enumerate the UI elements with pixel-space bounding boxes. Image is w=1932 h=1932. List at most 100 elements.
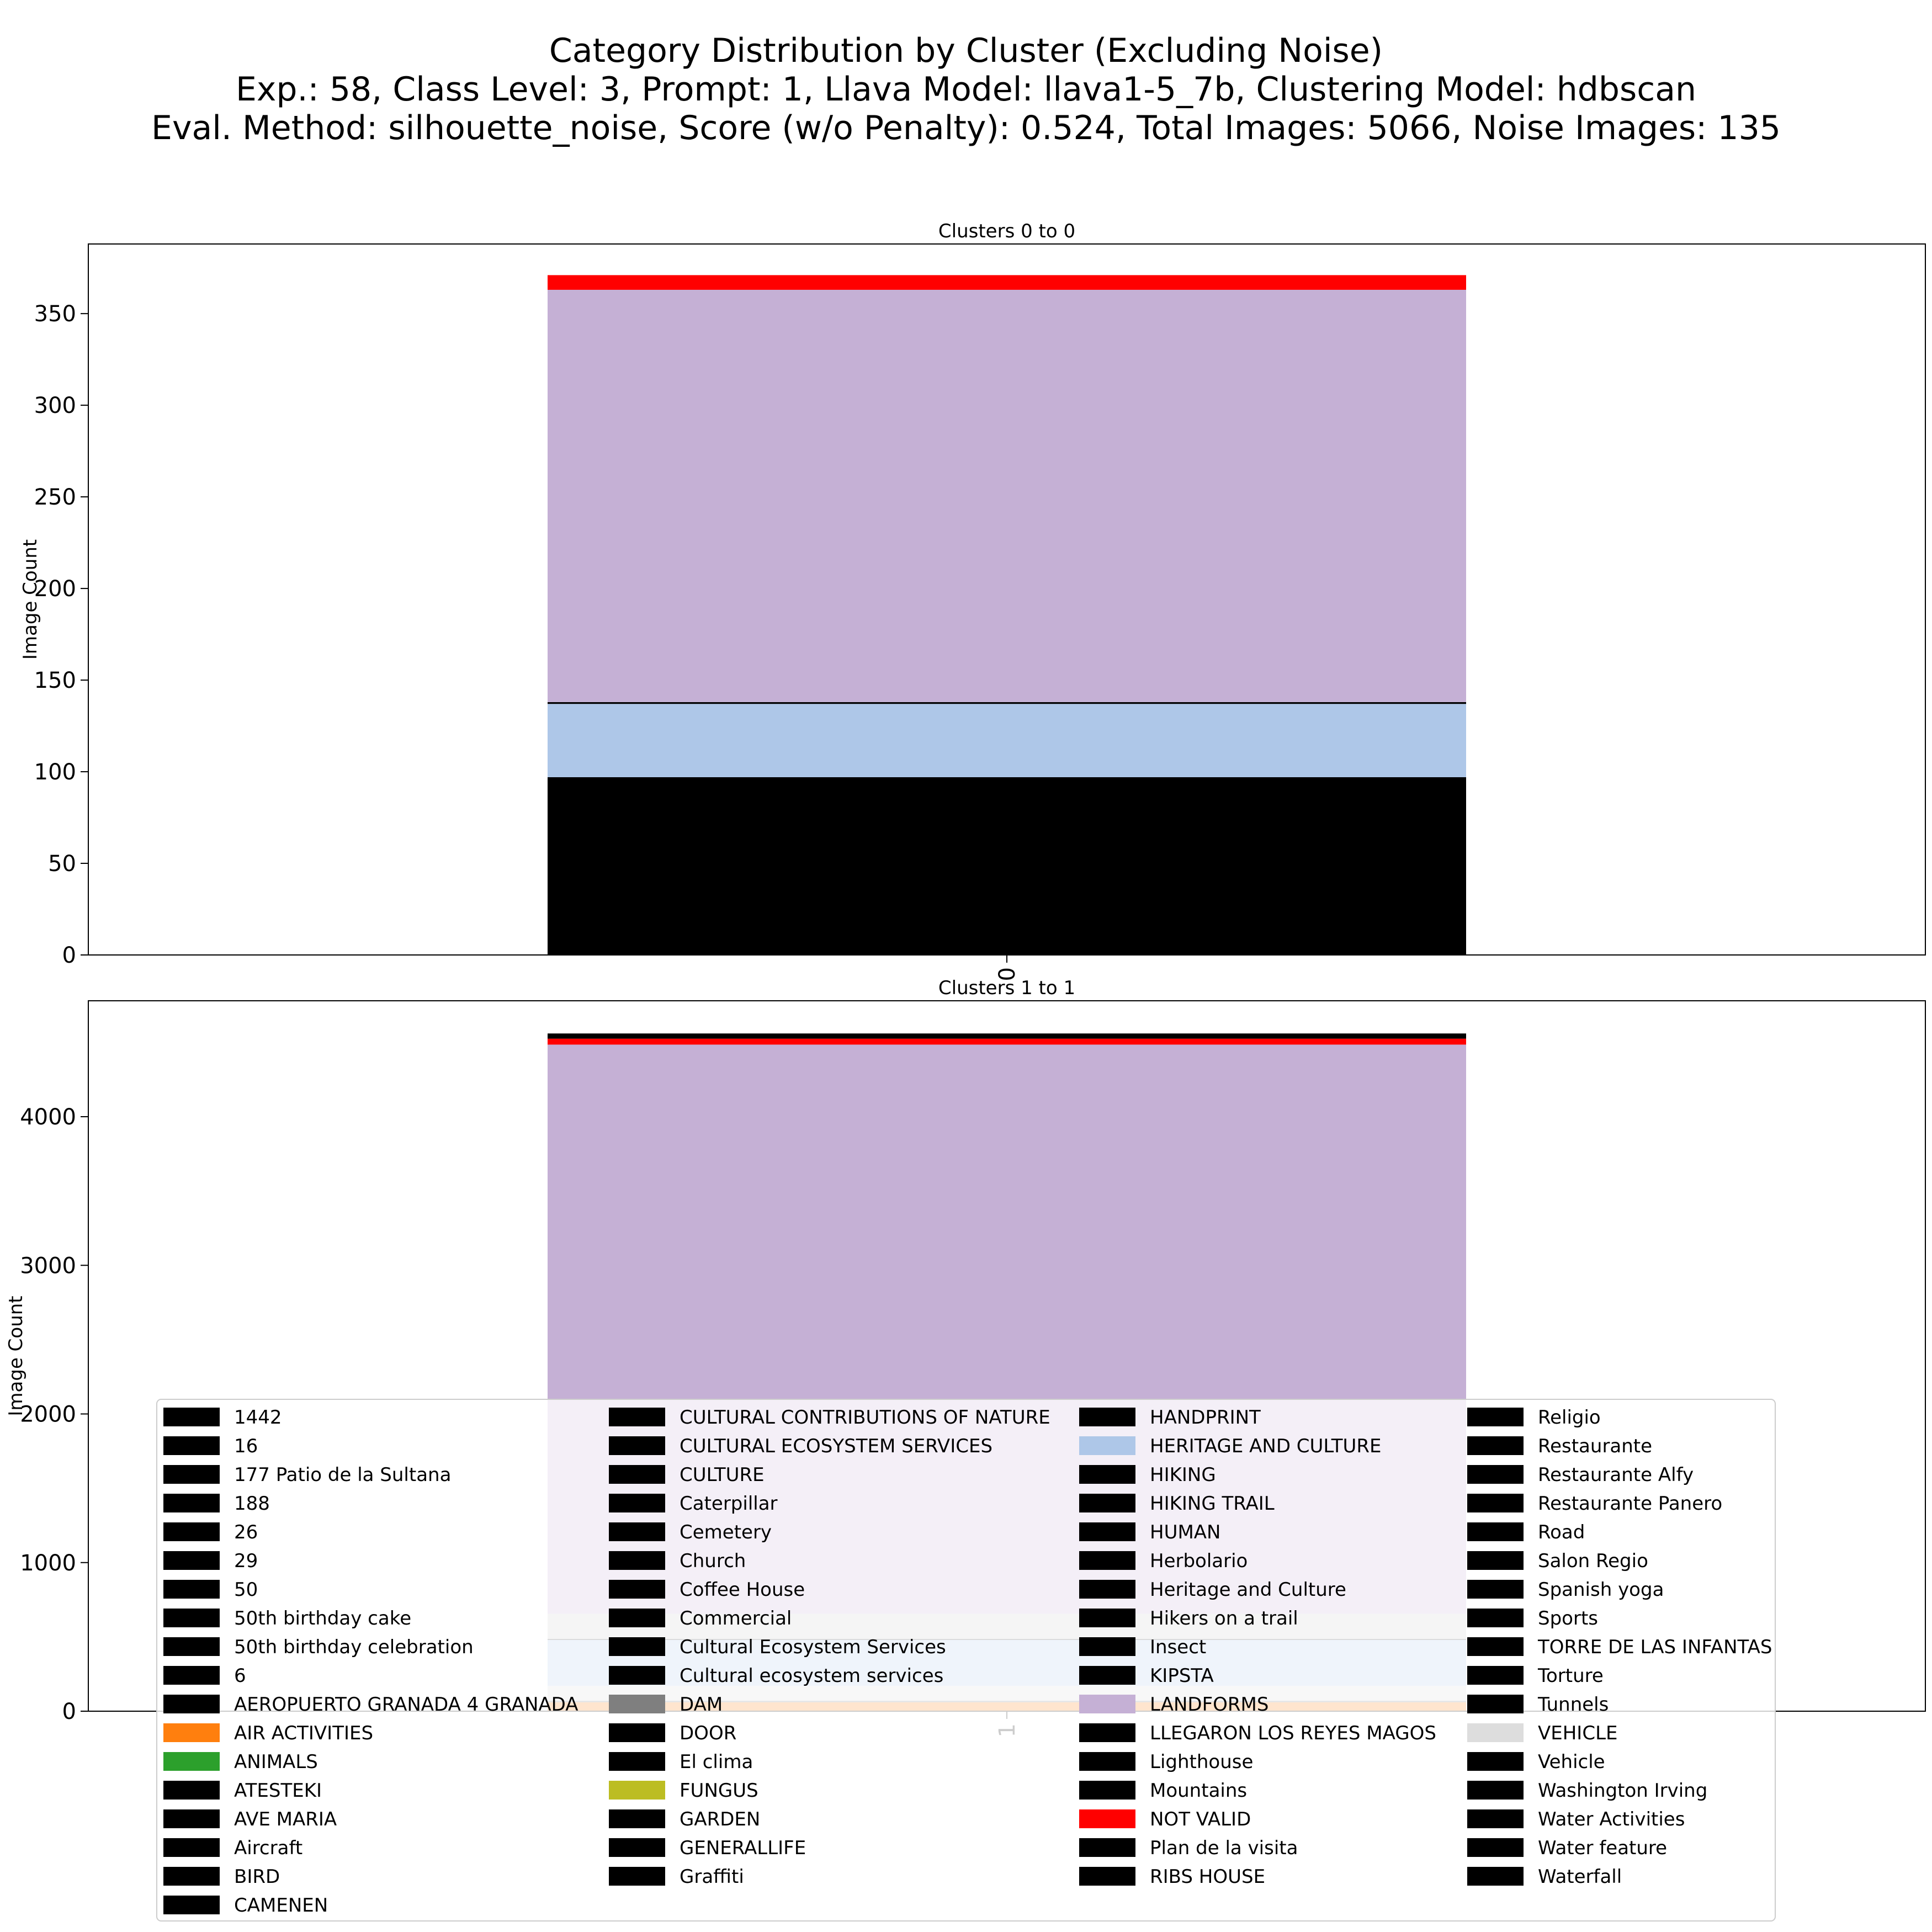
legend-swatch (1079, 1408, 1135, 1426)
legend-label: Restaurante Alfy (1538, 1464, 1694, 1486)
y-tick-label: 350 (34, 301, 76, 327)
legend-label: AEROPUERTO GRANADA 4 GRANADA (234, 1694, 578, 1716)
legend-entry: Lighthouse (1079, 1751, 1253, 1773)
legend-swatch (609, 1695, 665, 1713)
legend-entry: DOOR (609, 1722, 736, 1744)
legend-swatch (1467, 1781, 1524, 1800)
legend-swatch (163, 1752, 220, 1771)
legend-label: Commercial (680, 1607, 792, 1630)
legend-label: 26 (234, 1521, 258, 1543)
legend-swatch (1079, 1838, 1135, 1857)
y-tick-label: 2000 (20, 1402, 76, 1427)
legend-entry: 50th birthday cake (163, 1607, 411, 1630)
legend-entry: Religio (1467, 1406, 1601, 1429)
legend-entry: Sports (1467, 1607, 1598, 1630)
legend-swatch (1467, 1695, 1524, 1713)
y-tick-label: 3000 (20, 1253, 76, 1278)
legend-entry: Coffee House (609, 1579, 805, 1601)
legend-label: 188 (234, 1493, 270, 1515)
x-tick-label: 0 (995, 967, 1020, 981)
legend-label: 1442 (234, 1406, 282, 1429)
legend-entry: Torture (1467, 1665, 1604, 1687)
legend-entry: El clima (609, 1751, 753, 1773)
y-tick-label: 0 (62, 943, 76, 968)
legend-entry: Cemetery (609, 1521, 772, 1543)
legend-entry: Hikers on a trail (1079, 1607, 1298, 1630)
legend-entry: 26 (163, 1521, 258, 1543)
legend-entry: LLEGARON LOS REYES MAGOS (1079, 1722, 1436, 1744)
legend-label: Heritage and Culture (1150, 1579, 1346, 1601)
legend-entry: AIR ACTIVITIES (163, 1722, 373, 1744)
legend-label: Aircraft (234, 1837, 302, 1859)
bar-segment-landforms (548, 289, 1466, 702)
legend-swatch (1467, 1408, 1524, 1426)
legend-swatch (609, 1465, 665, 1484)
legend-entry: Spanish yoga (1467, 1579, 1664, 1601)
legend-label: 50th birthday cake (234, 1607, 411, 1630)
legend-label: GENERALLIFE (680, 1837, 806, 1859)
legend-swatch (609, 1666, 665, 1685)
legend-label: 6 (234, 1665, 246, 1687)
legend-swatch (1467, 1867, 1524, 1886)
y-tick-label: 100 (34, 760, 76, 785)
legend-label: Vehicle (1538, 1751, 1605, 1773)
legend-label: 50th birthday celebration (234, 1636, 474, 1658)
legend-swatch (609, 1637, 665, 1656)
legend-entry: Commercial (609, 1607, 792, 1630)
legend-entry: 16 (163, 1435, 258, 1457)
legend-entry: HIKING TRAIL (1079, 1493, 1275, 1515)
legend-swatch (1467, 1551, 1524, 1570)
legend-swatch (609, 1781, 665, 1800)
legend-label: El clima (680, 1751, 753, 1773)
legend-label: Insect (1150, 1636, 1206, 1658)
legend-swatch (609, 1580, 665, 1599)
y-tick-label: 250 (34, 485, 76, 510)
legend-label: NOT VALID (1150, 1808, 1251, 1830)
legend-swatch (163, 1551, 220, 1570)
legend-label: FUNGUS (680, 1780, 758, 1802)
legend-swatch (1079, 1494, 1135, 1512)
legend-entry: HANDPRINT (1079, 1406, 1261, 1429)
legend-entry: Graffiti (609, 1866, 744, 1888)
legend-swatch (163, 1781, 220, 1800)
legend-swatch (163, 1666, 220, 1685)
legend-label: Restaurante (1538, 1435, 1652, 1457)
legend-entry: NOT VALID (1079, 1808, 1251, 1830)
legend-swatch (163, 1809, 220, 1828)
legend-swatch (609, 1838, 665, 1857)
legend-label: AVE MARIA (234, 1808, 337, 1830)
legend-label: HIKING (1150, 1464, 1216, 1486)
legend-entry: Salon Regio (1467, 1550, 1648, 1572)
legend-entry: BIRD (163, 1866, 280, 1888)
legend-swatch (609, 1436, 665, 1455)
legend-box (156, 1399, 1776, 1922)
legend-label: CAMENEN (234, 1894, 328, 1917)
bar-segment-heritage-and-culture (548, 704, 1466, 777)
legend-label: GARDEN (680, 1808, 760, 1830)
legend-label: Cultural ecosystem services (680, 1665, 943, 1687)
legend-label: Water feature (1538, 1837, 1667, 1859)
legend-entry: 1442 (163, 1406, 282, 1429)
legend-label: Spanish yoga (1538, 1579, 1664, 1601)
legend-swatch (163, 1436, 220, 1455)
legend-entry: 6 (163, 1665, 246, 1687)
legend-label: Salon Regio (1538, 1550, 1648, 1572)
legend-swatch (1467, 1522, 1524, 1541)
legend-entry: Mountains (1079, 1780, 1247, 1802)
bar-segment-heritage-and-culture (548, 1033, 1466, 1039)
legend-label: Cultural Ecosystem Services (680, 1636, 946, 1658)
legend-entry: 50th birthday celebration (163, 1636, 474, 1658)
legend-entry: Water feature (1467, 1837, 1667, 1859)
legend-swatch (1079, 1752, 1135, 1771)
legend-swatch (163, 1494, 220, 1512)
legend-label: HIKING TRAIL (1150, 1493, 1275, 1515)
subplot-title: Clusters 0 to 0 (938, 220, 1075, 242)
legend-entry: Tunnels (1467, 1694, 1609, 1716)
y-axis-label: Image Count (19, 539, 41, 660)
legend-label: Cemetery (680, 1521, 772, 1543)
legend-label: RIBS HOUSE (1150, 1866, 1265, 1888)
legend-entry: Waterfall (1467, 1866, 1622, 1888)
legend-swatch (163, 1637, 220, 1656)
legend-entry: Aircraft (163, 1837, 302, 1859)
